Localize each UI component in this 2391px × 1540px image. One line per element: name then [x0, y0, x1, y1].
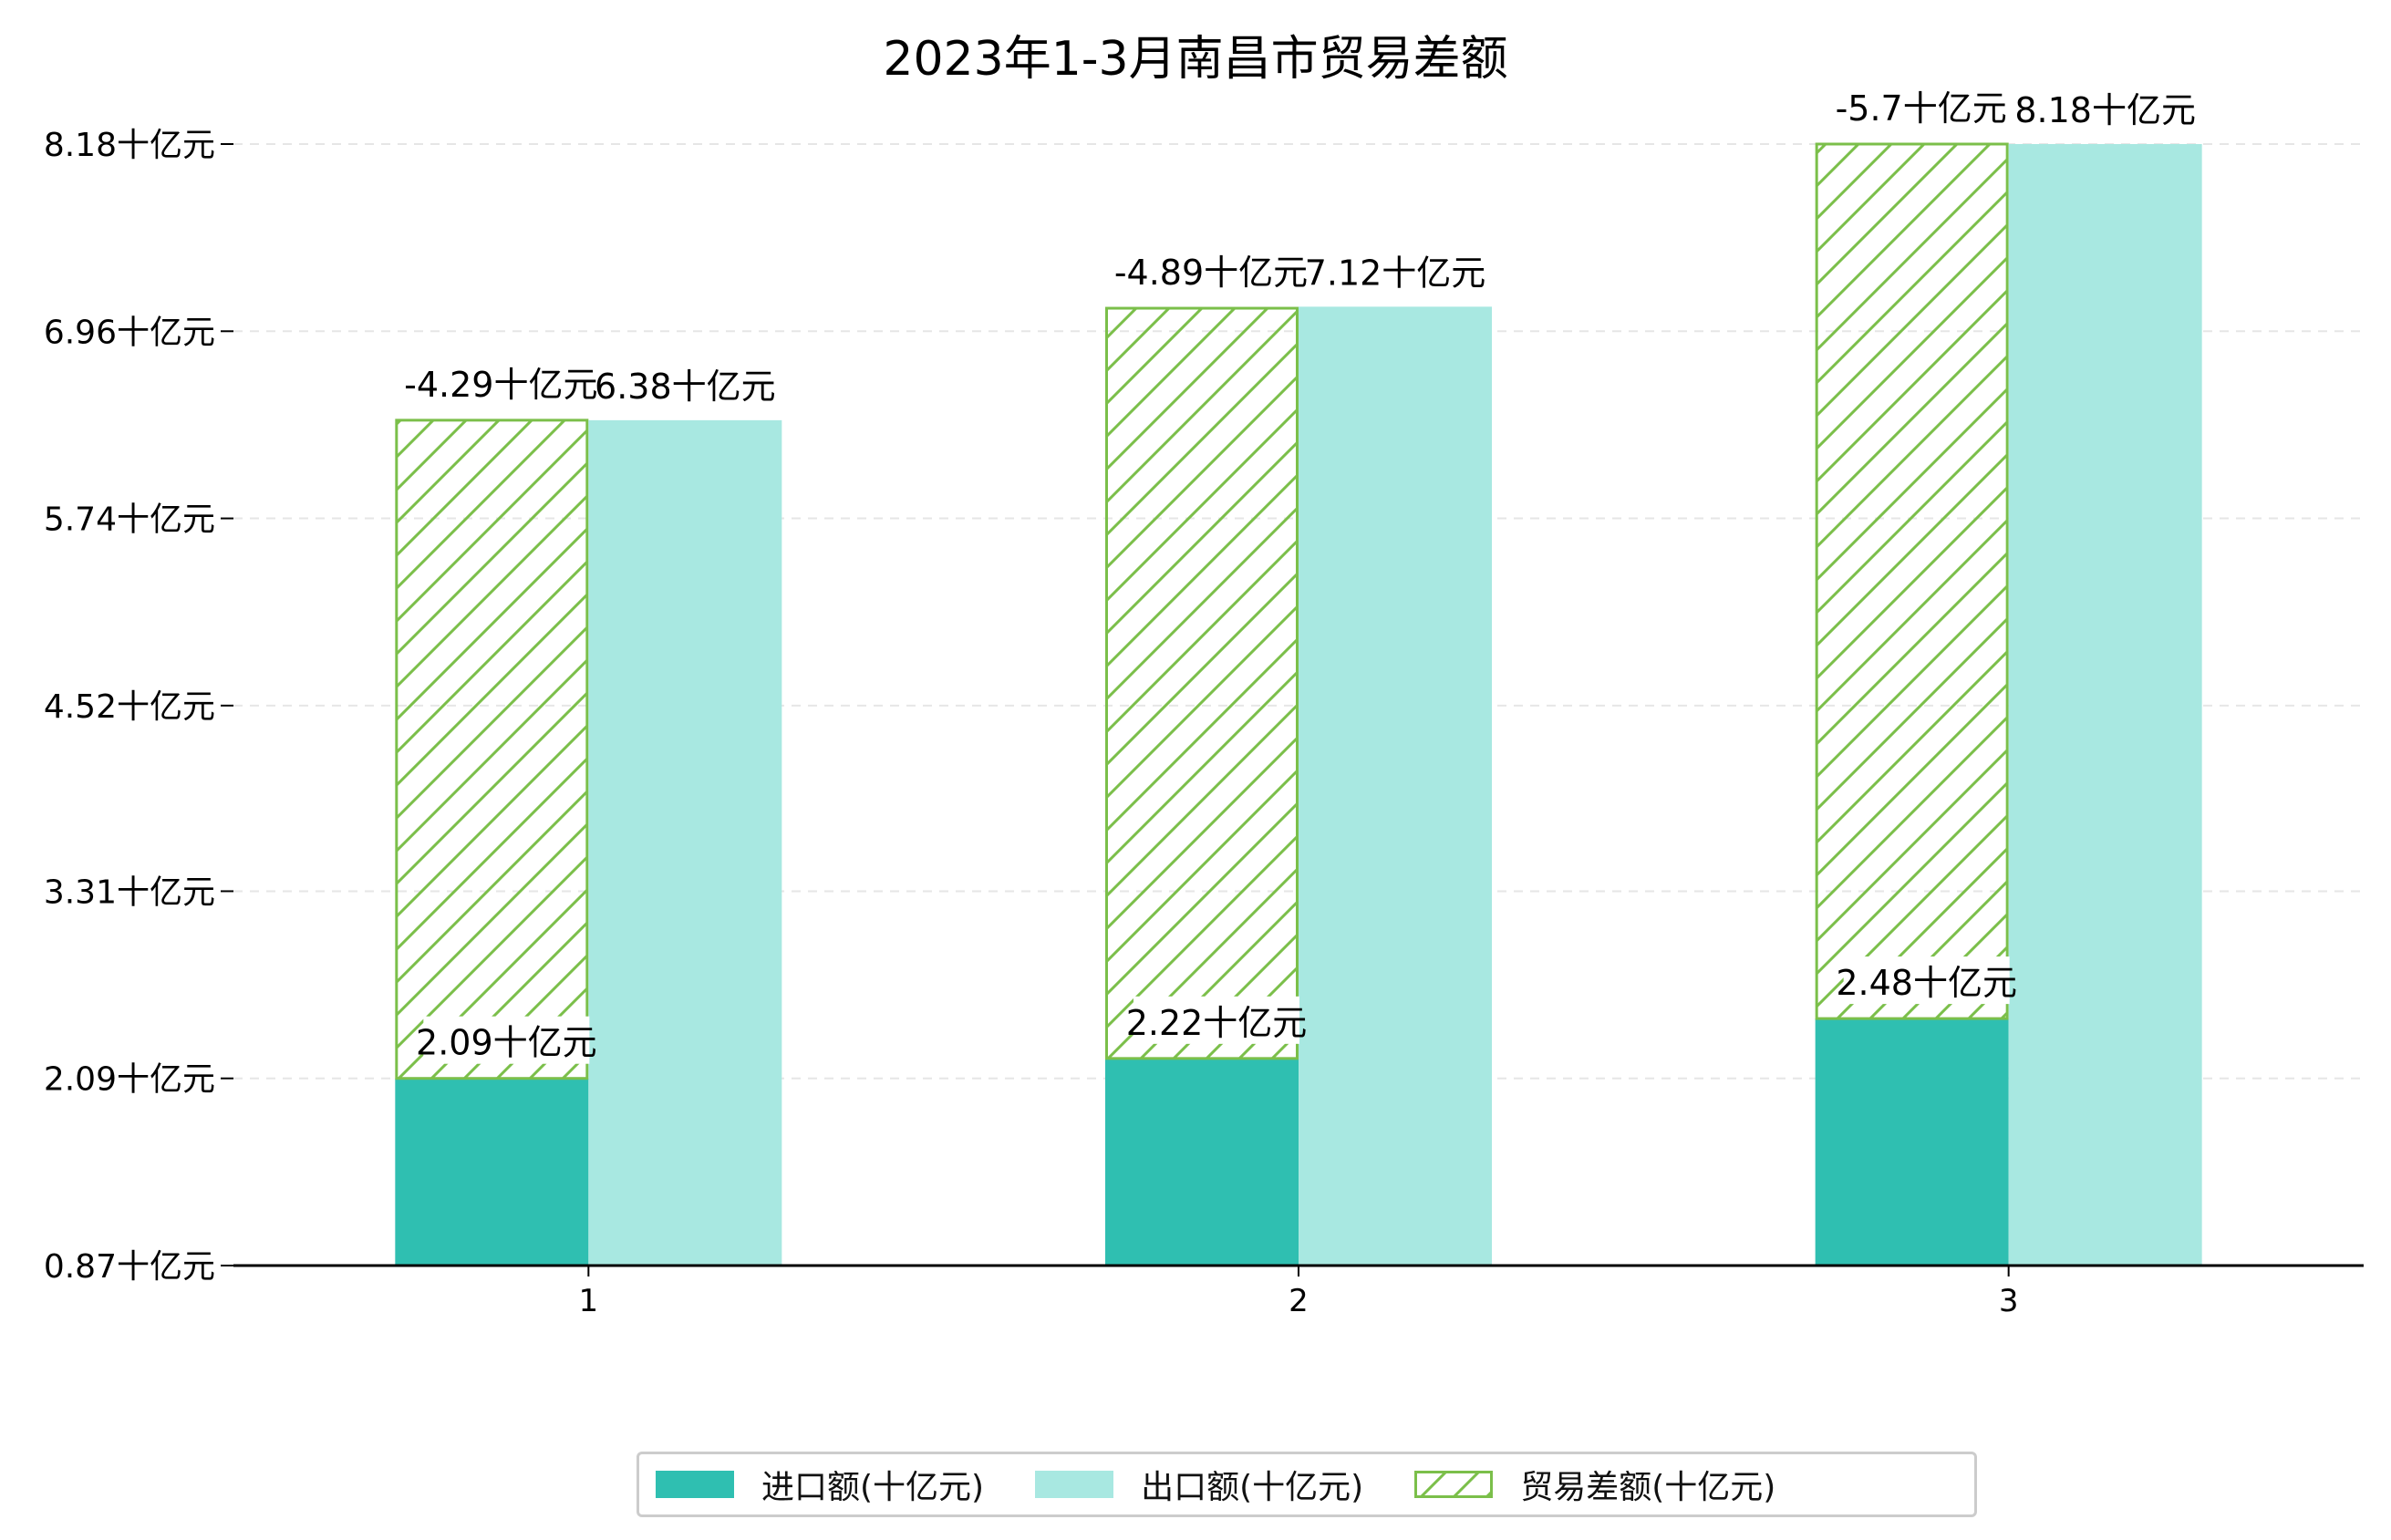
legend-item-balance: 贸易差额(十亿元) [1414, 1461, 1775, 1508]
data-label-balance: -5.7十亿元 [1836, 88, 2007, 129]
data-label-exports-bg [602, 359, 769, 408]
x-tick-label: 3 [1999, 1283, 2019, 1319]
x-tick-label: 1 [579, 1283, 599, 1319]
bar-balance [1815, 142, 2009, 1020]
bar-balance [1105, 306, 1299, 1060]
bars [395, 142, 2202, 1266]
y-tick-label: 4.52十亿元 [44, 688, 215, 726]
y-tick-label: 8.18十亿元 [44, 127, 215, 164]
bar-exports [1299, 306, 1492, 1266]
data-label-exports: 6.38十亿元 [595, 367, 776, 407]
data-labels: 6.38十亿元-4.29十亿元 2.09十亿元 7.12十亿元-4.89十亿元 2.2… [404, 82, 2196, 1064]
bar-balance [395, 419, 589, 1080]
data-label-exports-bg [1312, 246, 1478, 295]
data-label-exports-bg [2022, 84, 2189, 131]
legend-label-balance: 贸易差额(十亿元) [1520, 1469, 1776, 1506]
data-label-balance-bg [407, 357, 595, 406]
data-label-balance: -4.89十亿元 [1114, 253, 1308, 293]
x-tick-label: 2 [1289, 1283, 1309, 1319]
y-tick-label: 0.87十亿元 [44, 1248, 215, 1286]
axes: 0.87十亿元 2.09十亿元 3.31十亿元 4.52十亿元 5.74十亿元 6.96十… [44, 127, 2364, 1319]
bar-imports [1105, 1058, 1299, 1266]
bar-imports [395, 1078, 589, 1266]
data-label-balance: -4.29十亿元 [404, 365, 597, 405]
legend-swatch-exports [1035, 1471, 1114, 1498]
bar-imports [1815, 1018, 2009, 1266]
legend-swatch-imports [656, 1471, 734, 1498]
legend-item-imports: 进口额(十亿元) [656, 1461, 984, 1508]
data-label-imports: 2.48十亿元 [1836, 963, 2017, 1003]
y-tick-label: 2.09十亿元 [44, 1061, 215, 1099]
data-label-exports: 7.12十亿元 [1305, 253, 1486, 293]
y-tick-label: 5.74十亿元 [44, 501, 215, 539]
y-tick-label: 6.96十亿元 [44, 314, 215, 351]
data-label-imports: 2.09十亿元 [416, 1023, 597, 1063]
data-label-imports-bg [1133, 996, 1299, 1044]
legend-label-imports: 进口额(十亿元) [761, 1469, 985, 1506]
data-label-exports: 8.18十亿元 [2014, 90, 2196, 130]
legend-item-exports: 出口额(十亿元) [1035, 1461, 1363, 1508]
y-tick-label: 3.31十亿元 [44, 873, 215, 911]
data-label-balance-bg [1117, 246, 1305, 295]
bar-exports [588, 419, 782, 1266]
data-label-imports-bg [1843, 956, 2010, 1005]
chart-title: 2023年1-3月南昌市贸易差额 [883, 32, 1508, 87]
data-label-imports-bg [423, 1016, 590, 1064]
legend-swatch-balance [1414, 1471, 1494, 1498]
legend: 进口额(十亿元) 出口额(十亿元) 贸易差额(十亿元) [637, 1452, 1977, 1517]
data-label-imports: 2.22十亿元 [1126, 1003, 1308, 1043]
legend-label-exports: 出口额(十亿元) [1141, 1469, 1364, 1506]
data-label-balance-bg [1837, 82, 2004, 129]
bar-exports [2008, 144, 2202, 1266]
